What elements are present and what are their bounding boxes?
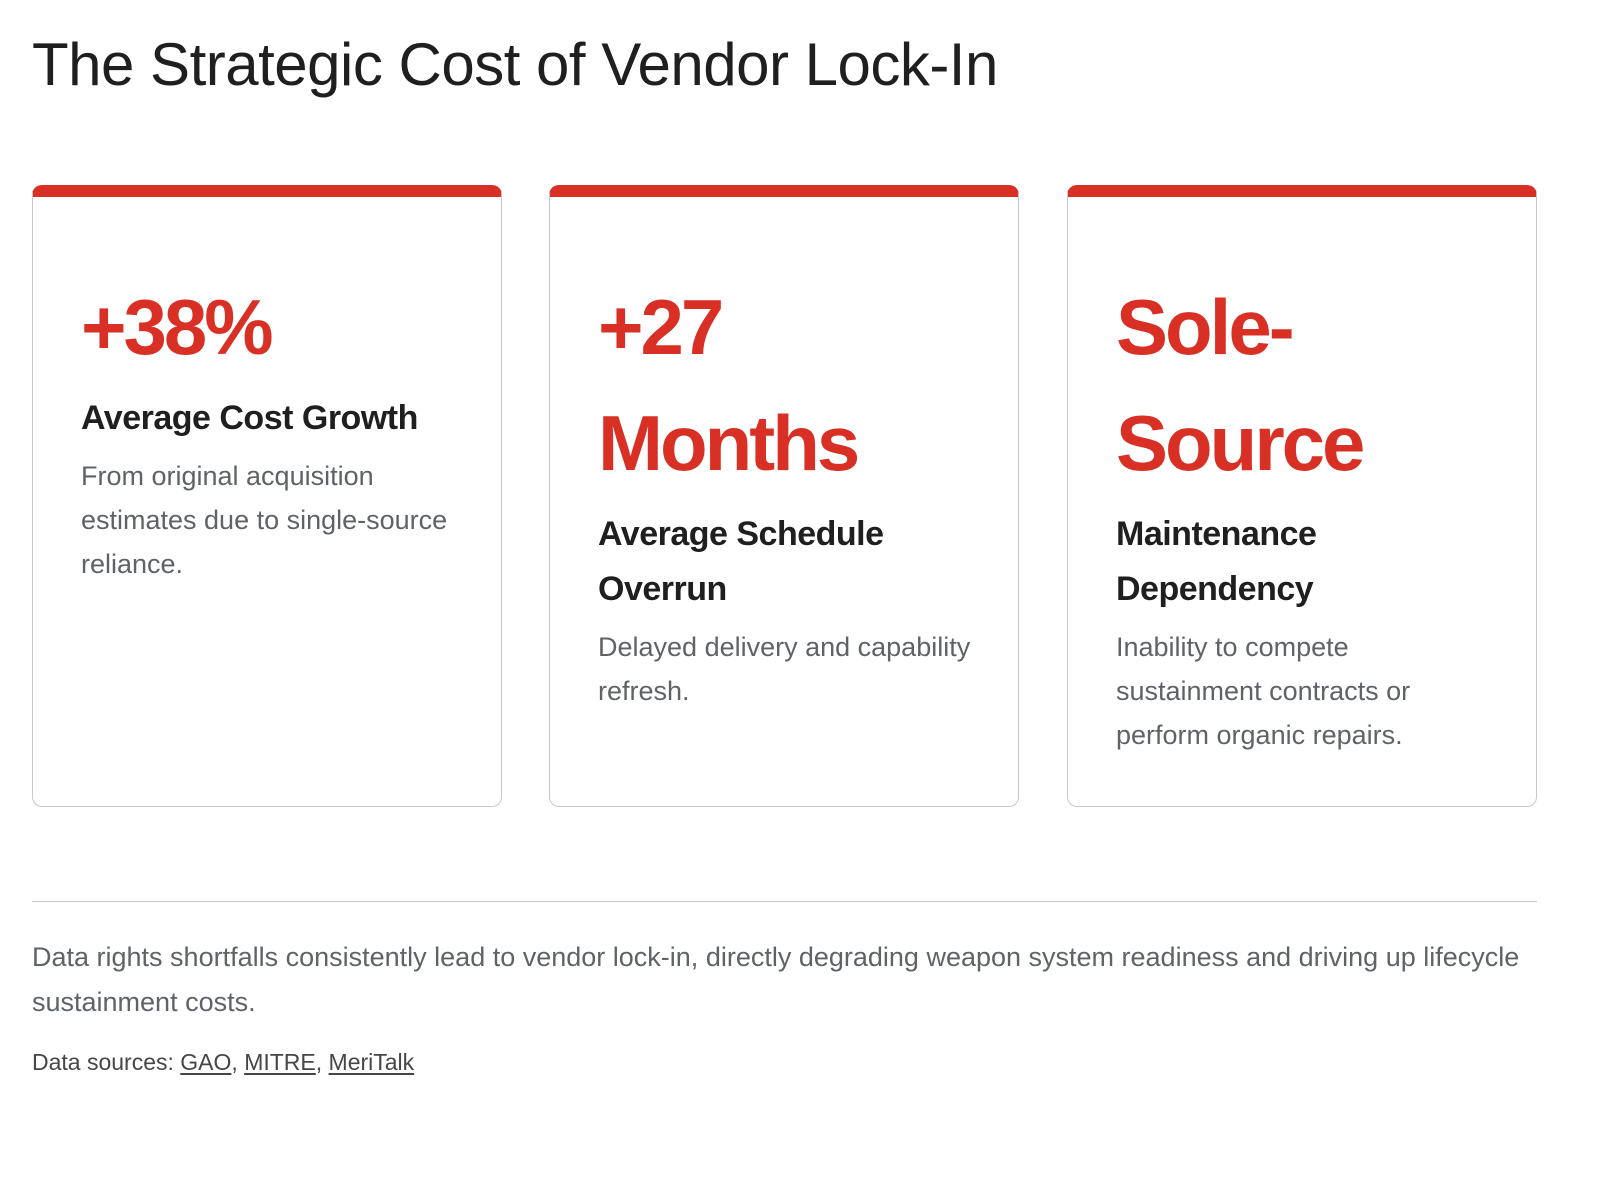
summary-text: Data rights shortfalls consistently lead… — [32, 942, 1520, 1017]
stat-cards: +38% Average Cost Growth From original a… — [32, 185, 1537, 807]
data-sources: Data sources: GAO, MITRE, MeriTalk — [32, 1046, 414, 1078]
stat-value: +38% — [81, 283, 274, 371]
stat-description: Inability to compete sustainment contrac… — [1116, 632, 1411, 750]
section-divider — [32, 901, 1537, 902]
stat-value: +27 Months — [598, 283, 860, 487]
source-link-gao[interactable]: GAO — [180, 1049, 232, 1075]
stat-card-cost-growth: +38% Average Cost Growth From original a… — [32, 185, 502, 807]
stat-label: Maintenance Dependency — [1116, 515, 1317, 608]
stat-card-maintenance-dependency: Sole-Source Maintenance Dependency Inabi… — [1067, 185, 1537, 807]
stat-card-schedule-overrun: +27 Months Average Schedule Overrun Dela… — [549, 185, 1019, 807]
stat-value: Sole-Source — [1116, 283, 1365, 487]
source-separator: , — [231, 1049, 245, 1075]
source-link-mitre[interactable]: MITRE — [244, 1049, 316, 1075]
source-link-meritalk[interactable]: MeriTalk — [328, 1049, 415, 1075]
page-title: The Strategic Cost of Vendor Lock-In — [32, 31, 998, 98]
stat-description: Delayed delivery and capability refresh. — [598, 632, 971, 706]
source-separator: , — [315, 1049, 329, 1075]
data-sources-prefix: Data sources: — [32, 1049, 181, 1075]
stat-description: From original acquisition estimates due … — [81, 461, 448, 579]
stat-label: Average Cost Growth — [81, 399, 418, 437]
stat-label: Average Schedule Overrun — [598, 515, 884, 608]
